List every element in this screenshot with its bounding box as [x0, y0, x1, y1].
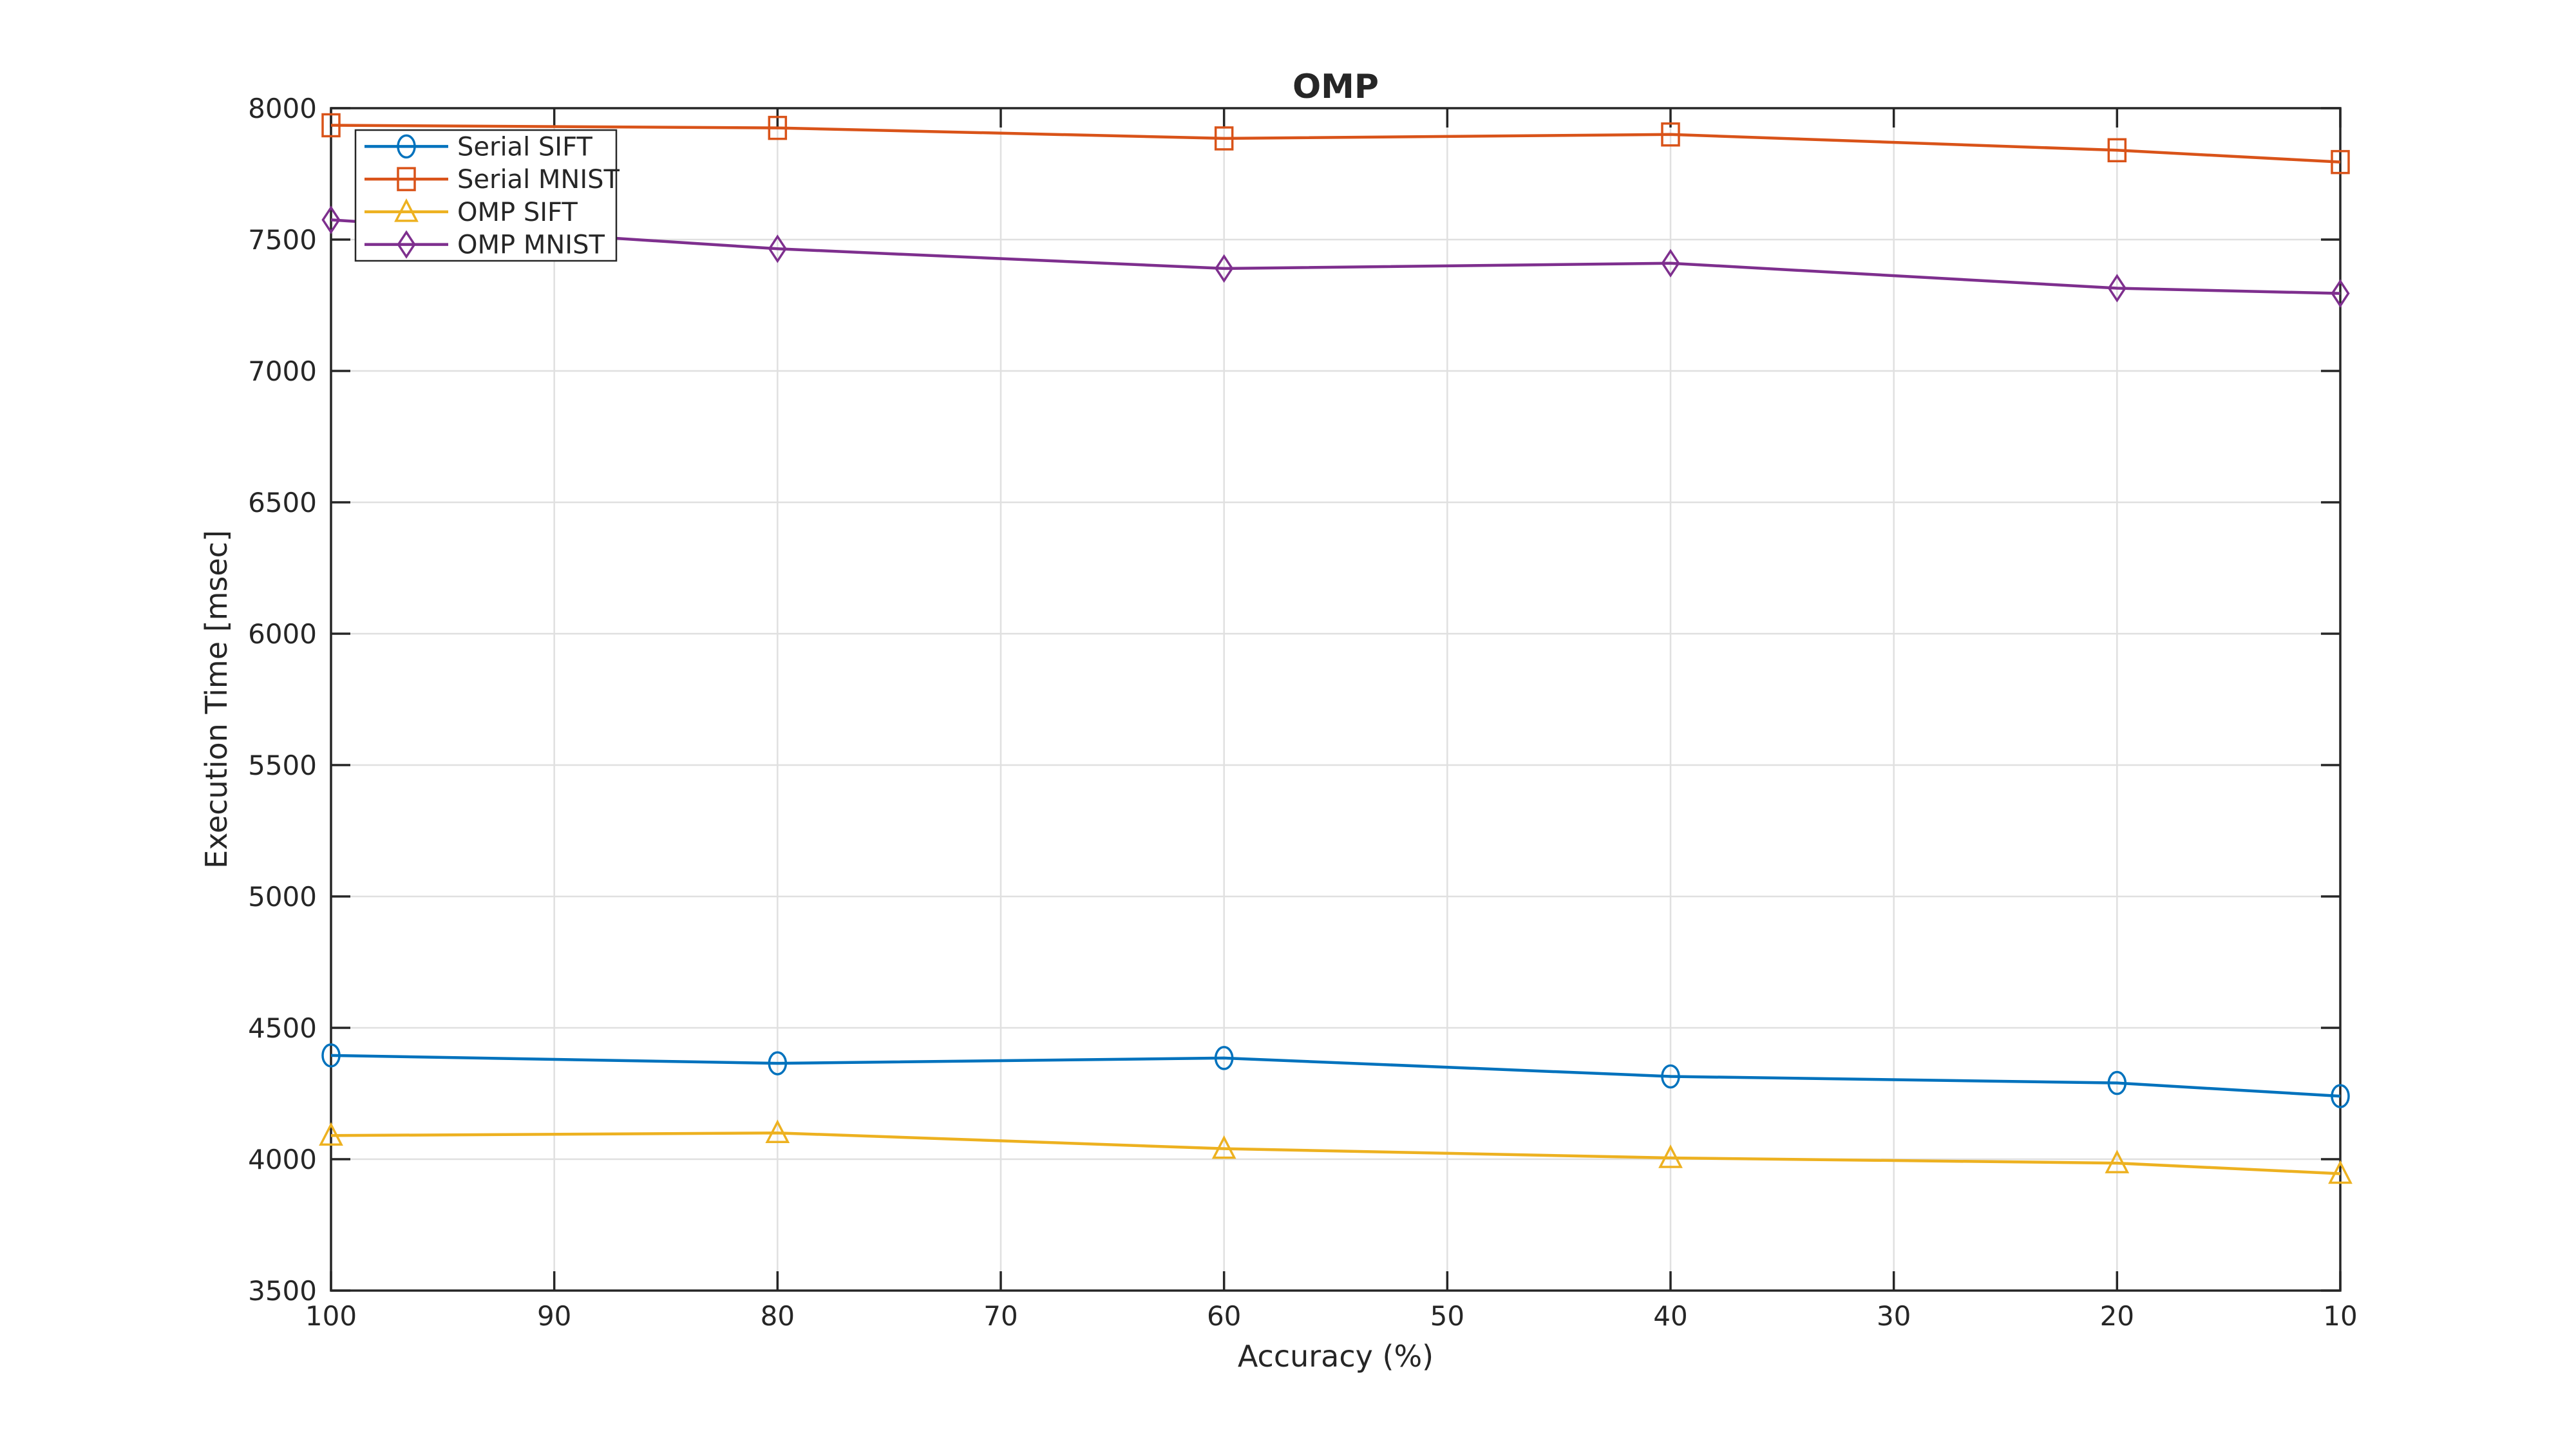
series-marker-omp-sift [2328, 1160, 2353, 1184]
y-tick-label: 7500 [248, 224, 317, 256]
y-tick-label: 6500 [248, 487, 317, 518]
series-marker-serial-mnist [1214, 126, 1234, 151]
series-line-omp-sift [330, 1131, 2341, 1175]
series-marker-serial-sift [321, 1043, 341, 1068]
chart-title: OMP [1293, 68, 1379, 106]
series-marker-serial-sift [768, 1051, 788, 1075]
series-marker-serial-mnist [768, 115, 788, 140]
series-marker-omp-sift [1211, 1135, 1236, 1159]
x-tick-label: 90 [537, 1300, 571, 1332]
y-tick-label: 5500 [248, 750, 317, 781]
x-tick-label: 60 [1207, 1300, 1241, 1332]
series-marker-omp-sift [319, 1122, 343, 1146]
legend-marker-serial-mnist [397, 167, 416, 191]
series-marker-omp-mnist [1661, 249, 1680, 278]
series-line-serial-mnist [330, 124, 2341, 164]
series-line-omp-mnist [330, 218, 2341, 295]
series-marker-omp-mnist [1215, 254, 1234, 283]
legend-marker-omp-mnist [397, 230, 416, 259]
series-marker-omp-mnist [321, 205, 341, 234]
series-line-serial-sift [330, 1054, 2341, 1098]
y-tick-label: 4500 [248, 1012, 317, 1044]
series-marker-serial-sift [2107, 1070, 2127, 1095]
x-tick-label: 20 [2100, 1300, 2134, 1332]
series-marker-serial-mnist [2107, 138, 2127, 163]
legend-label-omp-mnist: OMP MNIST [457, 231, 605, 260]
y-tick-label: 3500 [248, 1275, 317, 1307]
x-tick-label: 40 [1653, 1300, 1687, 1332]
legend-label-serial-sift: Serial SIFT [457, 132, 592, 162]
series-marker-omp-mnist [2107, 274, 2126, 303]
series-marker-serial-mnist [1661, 122, 1680, 147]
x-tick-label: 100 [305, 1300, 357, 1332]
y-tick-label: 4000 [248, 1144, 317, 1175]
series-marker-omp-sift [765, 1119, 790, 1143]
series-marker-omp-mnist [2331, 279, 2350, 308]
plot-box [330, 107, 2342, 1292]
y-tick-label: 7000 [248, 355, 317, 387]
y-tick-label: 8000 [248, 93, 317, 124]
legend-marker-omp-sift [394, 198, 419, 222]
legend-label-serial-mnist: Serial MNIST [457, 165, 620, 194]
series-marker-serial-sift [1661, 1064, 1680, 1089]
series-marker-omp-mnist [768, 234, 787, 263]
series-marker-serial-sift [2331, 1084, 2350, 1108]
x-tick-label: 80 [761, 1300, 795, 1332]
series-marker-omp-sift [2105, 1150, 2130, 1173]
series-marker-serial-sift [1214, 1046, 1234, 1070]
x-tick-label: 50 [1430, 1300, 1464, 1332]
x-axis-label: Accuracy (%) [1238, 1339, 1434, 1374]
grid-layer [330, 107, 2342, 1292]
x-tick-label: 10 [2323, 1300, 2357, 1332]
series-marker-serial-mnist [321, 113, 341, 138]
legend-layer: Serial SIFT Serial MNIST OMP SIFT OMP MNIST [354, 129, 620, 262]
y-axis-label: Execution Time [msec] [199, 530, 234, 869]
x-tick-label: 30 [1877, 1300, 1911, 1332]
series-layer [319, 113, 2353, 1184]
series-marker-serial-mnist [2331, 149, 2350, 175]
x-tick-label: 70 [983, 1300, 1018, 1332]
legend-label-omp-sift: OMP SIFT [457, 198, 578, 227]
y-tick-label: 6000 [248, 618, 317, 650]
legend-marker-serial-sift [397, 134, 416, 159]
y-tick-label: 5000 [248, 881, 317, 913]
series-marker-omp-sift [1658, 1144, 1683, 1168]
axis-layer: 100 90 80 70 60 50 40 30 20 10 3500 4000 4500 5000 550… [248, 93, 2358, 1332]
